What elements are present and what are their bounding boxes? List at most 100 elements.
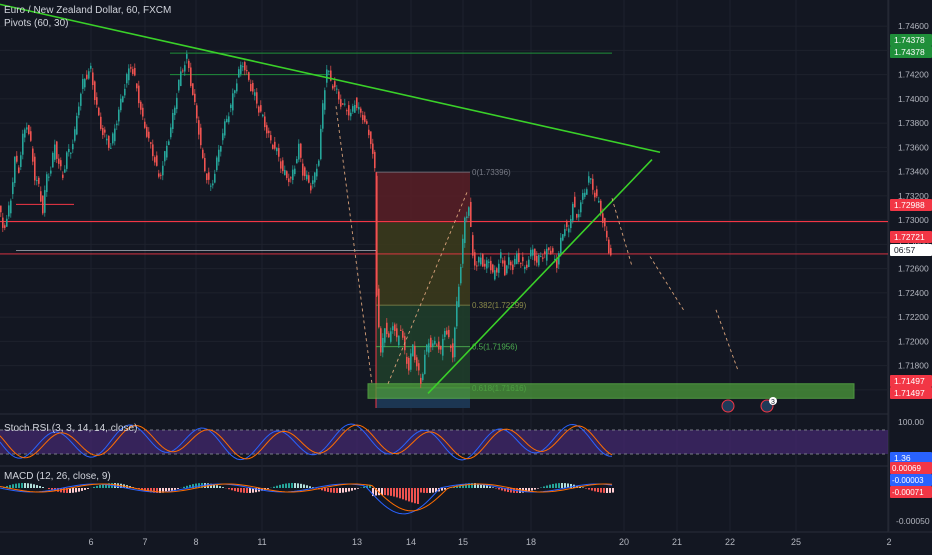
candle-body [118, 110, 120, 122]
candle-body [568, 229, 570, 233]
candle-body [380, 328, 382, 352]
candle-body [98, 108, 100, 116]
candle-body [592, 179, 594, 190]
candle-body [156, 155, 158, 165]
event-icon [722, 400, 734, 412]
candle-body [140, 102, 142, 110]
candle-body [328, 71, 330, 72]
candle-body [364, 115, 366, 121]
candle-body [412, 344, 414, 356]
candle-body [164, 151, 166, 161]
price-tick-label: 1.72600 [898, 264, 929, 274]
macd-histogram-bar [243, 488, 245, 493]
macd-histogram-bar [558, 483, 560, 488]
candle-body [332, 86, 334, 89]
macd-histogram-bar [387, 488, 389, 495]
candle-body [278, 148, 280, 157]
candle-body [582, 193, 584, 200]
candle-body [574, 197, 576, 208]
candle-body [26, 127, 28, 129]
macd-histogram-bar [489, 486, 491, 488]
candle-body [452, 343, 454, 357]
price-tick-label: 1.74200 [898, 70, 929, 80]
candle-body [538, 255, 540, 265]
macd-histogram-bar [306, 485, 308, 488]
macd-histogram-bar [597, 488, 599, 492]
stoch-legend[interactable]: Stoch RSI (3, 3, 14, 14, close) [4, 423, 141, 434]
candle-body [200, 128, 202, 145]
candle-body [46, 174, 48, 192]
candle-body [456, 301, 458, 326]
macd-histogram-bar [441, 488, 443, 491]
candle-body [16, 156, 18, 162]
macd-histogram-bar [273, 487, 275, 488]
candle-body [100, 117, 102, 129]
candle-body [296, 159, 298, 163]
macd-histogram-bar [606, 488, 608, 493]
candle-body [304, 167, 306, 176]
candle-body [510, 262, 512, 266]
macd-histogram-bar [216, 485, 218, 488]
macd-histogram-bar [99, 485, 101, 488]
candle-body [474, 252, 476, 265]
candle-body [268, 131, 270, 133]
candle-body [208, 172, 210, 180]
candle-body [578, 214, 580, 217]
price-label-text: 1.74378 [894, 35, 925, 45]
candle-body [290, 177, 292, 178]
macd-histogram-bar [39, 486, 41, 488]
candle-body [316, 169, 318, 177]
candle-body [610, 248, 612, 255]
macd-legend[interactable]: MACD (12, 26, close, 9) [4, 471, 115, 482]
fib-level-label: 0.5(1.71956) [472, 343, 518, 352]
candle-body [408, 358, 410, 370]
candle-body [88, 71, 90, 78]
macd-histogram-bar [519, 488, 521, 493]
pivots-legend[interactable]: Pivots (60, 30) [4, 18, 72, 29]
candle-body [12, 182, 14, 194]
candle-body [446, 331, 448, 335]
time-tick-label: 18 [526, 537, 536, 547]
candle-body [178, 80, 180, 91]
candle-body [188, 61, 190, 68]
candle-body [38, 178, 40, 184]
macd-histogram-bar [612, 488, 614, 493]
candle-body [52, 153, 54, 167]
candle-body [166, 146, 168, 158]
candle-body [116, 124, 118, 126]
candle-body [44, 190, 46, 213]
candle-body [426, 345, 428, 352]
candle-body [180, 71, 182, 86]
price-label-text: 1.71497 [894, 388, 925, 398]
macd-histogram-bar [96, 486, 98, 488]
candle-body [14, 157, 16, 184]
macd-histogram-bar [195, 484, 197, 488]
candle-body [398, 336, 400, 346]
candle-body [122, 96, 124, 102]
candle-body [300, 144, 302, 158]
candle-body [4, 225, 6, 228]
candle-body [322, 103, 324, 128]
candle-body [590, 178, 592, 179]
candle-body [104, 130, 106, 133]
candle-body [40, 191, 42, 201]
time-tick-label: 2 [886, 537, 891, 547]
candle-body [418, 363, 420, 370]
macd-histogram-bar [18, 483, 20, 488]
candle-body [604, 218, 606, 226]
candle-body [602, 213, 604, 223]
macd-histogram-bar [393, 488, 395, 497]
candle-body [160, 175, 162, 176]
macd-histogram-bar [534, 488, 536, 490]
candle-body [238, 69, 240, 77]
candle-body [526, 265, 528, 268]
macd-histogram-bar [93, 487, 95, 488]
symbol-legend[interactable]: Euro / New Zealand Dollar, 60, FXCM [4, 5, 175, 16]
macd-histogram-bar [30, 484, 32, 488]
candle-body [0, 206, 2, 213]
candle-body [8, 205, 10, 216]
macd-histogram-bar [336, 488, 338, 493]
candle-body [94, 81, 96, 100]
